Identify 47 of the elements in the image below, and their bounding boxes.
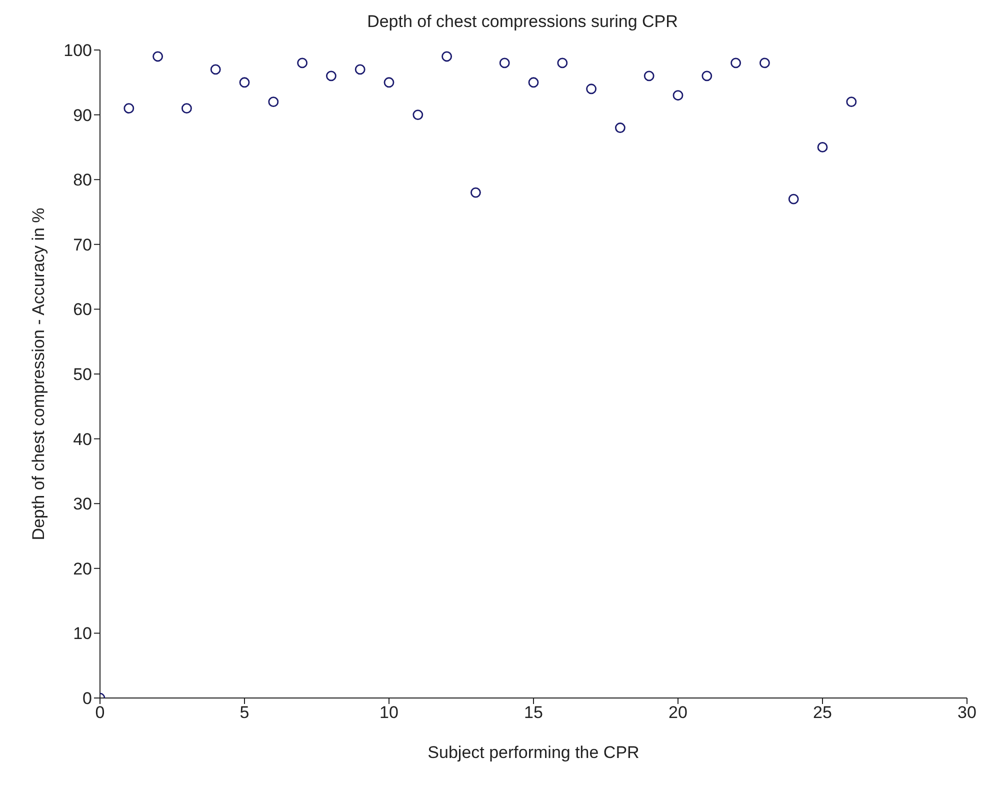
y-tick-label: 60 xyxy=(73,300,92,320)
point xyxy=(442,51,452,62)
point xyxy=(268,96,279,108)
point xyxy=(152,51,164,62)
point xyxy=(326,70,336,82)
y-tick-label: 100 xyxy=(64,41,92,60)
x-tick-label: 20 xyxy=(668,703,688,722)
x-tick-label: 5 xyxy=(240,703,250,722)
y-tick-label: 70 xyxy=(73,235,92,254)
chart-title: Depth of chest compressions suring CPR xyxy=(366,12,679,32)
point xyxy=(354,64,366,75)
point xyxy=(412,110,424,120)
point xyxy=(817,142,828,152)
y-tick-label: 40 xyxy=(73,430,92,449)
point xyxy=(124,103,134,114)
x-tick-label: 25 xyxy=(813,703,832,722)
x-axis-title: Subject performing the CPR xyxy=(428,743,640,762)
x-tick-label: 0 xyxy=(95,703,105,722)
point xyxy=(730,58,742,68)
point xyxy=(644,70,654,82)
y-tick-label: 90 xyxy=(73,106,92,125)
y-tick-label: 50 xyxy=(73,365,92,384)
point xyxy=(297,58,308,68)
point xyxy=(384,77,394,88)
point xyxy=(557,58,568,68)
x-tick-label: 15 xyxy=(524,703,543,722)
y-tick-label: 0 xyxy=(82,689,92,708)
y-tick-label: 20 xyxy=(73,559,92,578)
y-tick-label: 30 xyxy=(73,494,92,514)
point xyxy=(702,70,712,82)
y-tick-label: 80 xyxy=(73,170,92,190)
point xyxy=(788,194,799,204)
point xyxy=(672,90,684,101)
point xyxy=(181,103,192,114)
point xyxy=(614,122,626,133)
point xyxy=(210,64,221,75)
x-tick-label: 30 xyxy=(958,703,976,722)
y-tick-label: 10 xyxy=(73,624,92,644)
point xyxy=(499,58,510,68)
point xyxy=(846,96,857,108)
x-tick-label: 10 xyxy=(380,703,398,722)
point xyxy=(528,77,539,88)
point xyxy=(470,187,481,198)
y-axis-title: Depth of chest compression - Accuracy in % xyxy=(29,208,48,540)
point xyxy=(759,58,770,68)
point xyxy=(239,77,250,88)
point xyxy=(586,84,597,94)
